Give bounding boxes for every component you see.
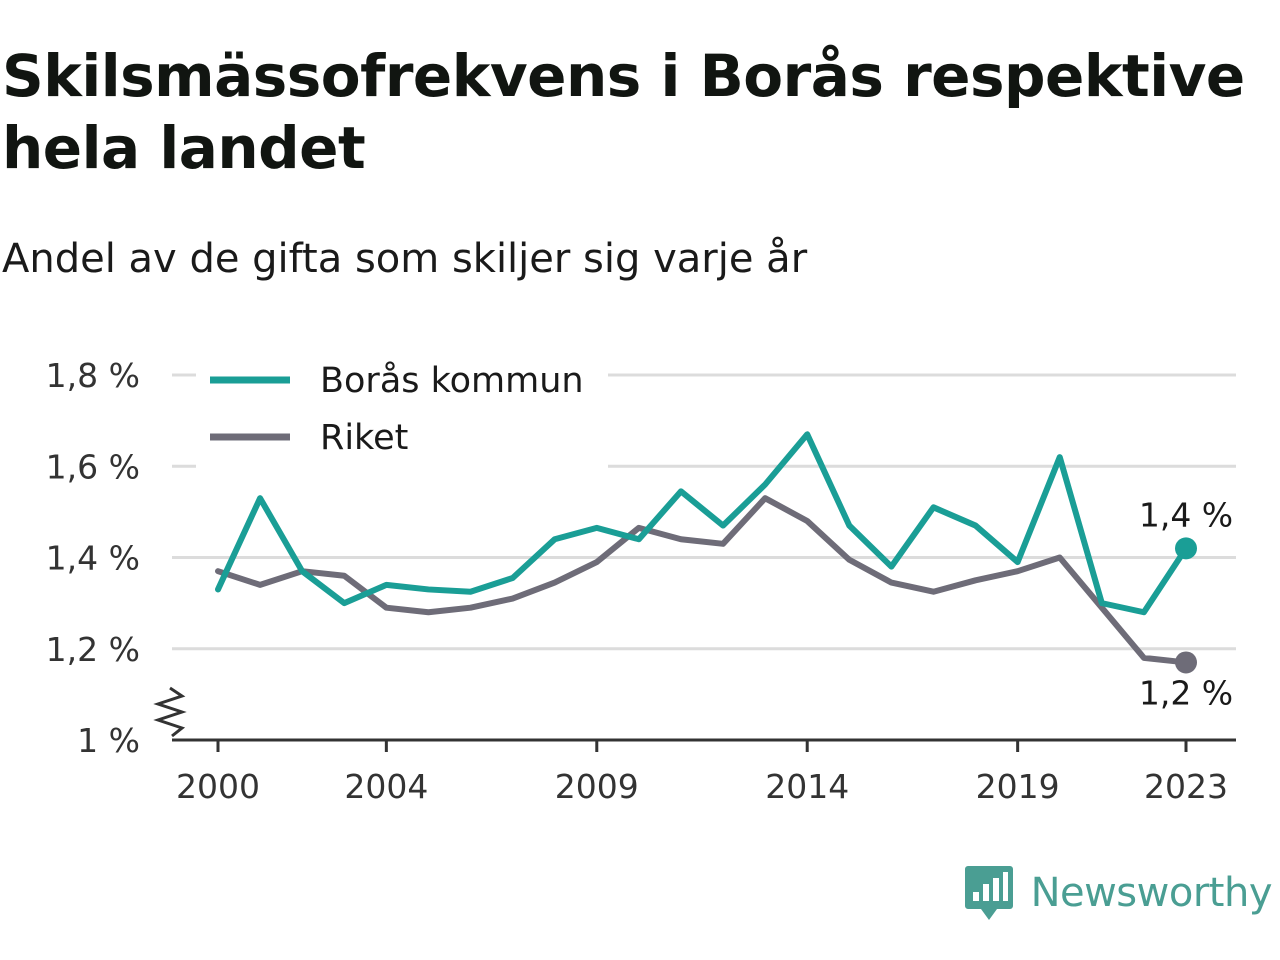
y-tick-label: 1,6 % [46, 447, 140, 486]
y-tick-label: 1 % [77, 721, 140, 760]
end-value-label: 1,4 % [1139, 495, 1233, 534]
x-tick-label: 2023 [1144, 767, 1228, 806]
end-value-label: 1,2 % [1139, 673, 1233, 712]
x-tick-label: 2000 [176, 767, 260, 806]
axis-break-icon [153, 686, 187, 738]
chart-subtitle: Andel av de gifta som skiljer sig varje … [2, 236, 808, 282]
x-tick-label: 2019 [976, 767, 1060, 806]
x-tick-label: 2014 [765, 767, 849, 806]
line-chart: 1 % 1,2 % 1,4 % 1,6 % 1,8 % 2000 2004 2009 2014 2… [45, 352, 1236, 806]
end-point-marker [1175, 651, 1197, 674]
chart-title: Skilsmässofrekvens i Borås respektive he… [2, 42, 1245, 182]
legend-label: Riket [320, 418, 408, 458]
newsworthy-logo-icon [964, 866, 1013, 920]
legend-label: Borås kommun [320, 360, 584, 401]
brand-name: Newsworthy [1030, 870, 1273, 916]
y-tick-label: 1,4 % [46, 539, 140, 578]
y-tick-label: 1,8 % [46, 356, 140, 395]
series-line-bors-kommun [215, 431, 1189, 616]
x-tick-label: 2009 [555, 767, 639, 806]
legend-background [196, 352, 608, 468]
y-tick-label: 1,2 % [46, 630, 140, 669]
brand: Newsworthy [963, 862, 1273, 924]
x-tick-label: 2004 [344, 767, 428, 806]
end-point-marker [1175, 537, 1197, 560]
series-line-riket [215, 495, 1189, 666]
